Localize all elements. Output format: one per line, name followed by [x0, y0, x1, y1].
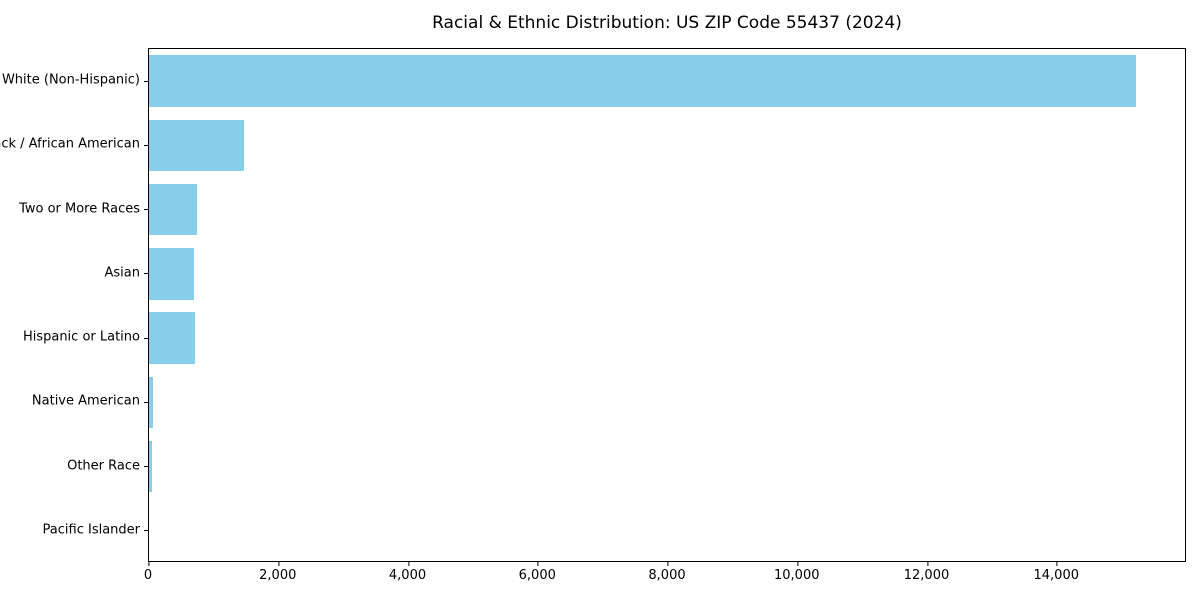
x-axis-tick — [926, 561, 929, 566]
bar — [149, 312, 195, 364]
bar — [149, 183, 198, 236]
y-axis-tick — [144, 337, 149, 339]
x-axis-tick-label: 6,000 — [518, 568, 556, 583]
y-axis-tick — [144, 273, 149, 275]
bar — [149, 376, 153, 429]
x-axis-tick-label: 4,000 — [388, 568, 427, 583]
y-axis-tick — [144, 401, 149, 403]
bar — [149, 119, 244, 172]
y-axis-label: White (Non-Hispanic) — [1, 72, 140, 88]
y-axis-label: Asian — [104, 265, 140, 281]
bar-row — [149, 49, 1185, 113]
x-axis-tick — [278, 561, 280, 566]
y-axis-tick — [144, 530, 149, 532]
y-axis-tick — [144, 466, 149, 468]
y-axis-tick — [144, 144, 149, 146]
bar — [149, 248, 194, 300]
plot-area — [144, 48, 1186, 566]
x-axis-tick — [797, 561, 799, 566]
bar-row — [149, 370, 1185, 434]
y-axis-label: Two or More Races — [19, 201, 140, 217]
x-axis-tick-label: 14,000 — [1033, 568, 1080, 583]
x-axis-tick — [148, 561, 150, 566]
x-axis-tick-label: 0 — [143, 568, 153, 583]
y-axis-label: Native American — [31, 393, 140, 409]
y-axis-tick — [144, 209, 149, 211]
x-axis-tick-label: 10,000 — [774, 568, 820, 583]
x-axis-tick-label: 12,000 — [903, 568, 950, 583]
bar-row — [149, 178, 1185, 242]
chart-title: Racial & Ethnic Distribution: US ZIP Cod… — [432, 13, 902, 33]
x-axis-tick-label: 8,000 — [648, 568, 686, 583]
x-axis-tick — [667, 561, 669, 566]
x-axis-tick — [407, 561, 410, 566]
y-axis-label: Hispanic or Latino — [22, 329, 140, 345]
bar — [149, 440, 152, 493]
x-axis-tick-label: 2,000 — [259, 568, 297, 583]
bar-row — [149, 113, 1185, 177]
bar — [149, 55, 1136, 107]
x-axis-tick — [537, 561, 539, 566]
y-axis-label: Black / African American — [0, 136, 140, 152]
bar-row — [149, 242, 1185, 306]
bar-row — [149, 435, 1185, 499]
y-axis-label: Pacific Islander — [42, 522, 140, 538]
y-axis-label: Other Race — [67, 458, 140, 474]
y-axis-tick — [144, 80, 149, 82]
bar-row — [149, 306, 1185, 370]
x-axis-tick — [1056, 561, 1058, 566]
bar-row — [149, 499, 1185, 563]
